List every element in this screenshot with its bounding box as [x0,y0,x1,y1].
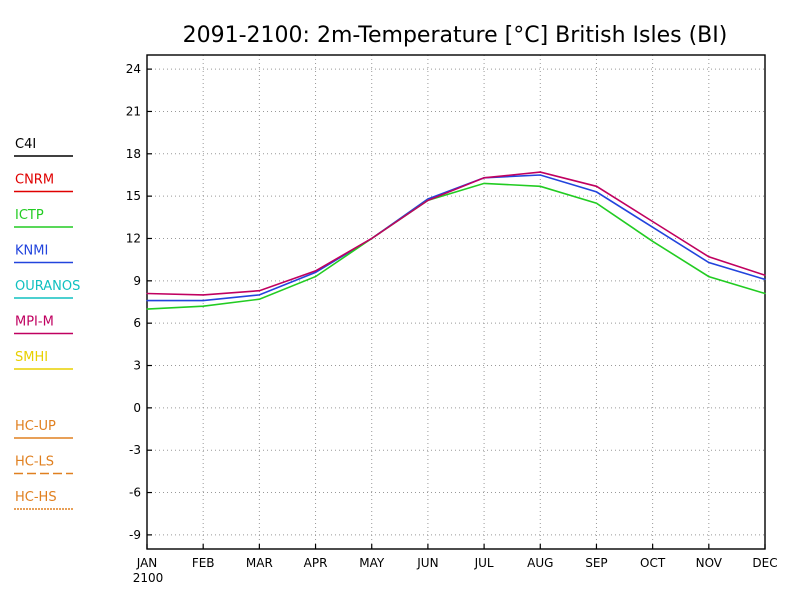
y-tick-label: 24 [126,62,141,76]
data-point [652,226,654,228]
data-point [371,237,373,240]
data-point [202,294,204,296]
data-point [146,292,148,295]
data-point [427,199,429,201]
data-point [708,261,710,264]
data-point [146,299,148,302]
data-point [708,275,710,278]
legend-label: MPI-M [15,315,54,330]
data-point [483,177,485,179]
x-axis-year-label: 2100 [133,571,164,585]
data-point [652,240,654,242]
chart-title: 2091-2100: 2m-Temperature [°C] British I… [183,23,728,48]
legend-label: SMHI [15,350,48,365]
y-tick-label: 9 [133,274,141,288]
x-tick-label: OCT [640,556,666,570]
y-tick-label: 15 [126,189,141,203]
legend-label: HC-HS [15,490,57,505]
data-point [314,270,317,272]
data-point [595,191,598,193]
data-point [652,220,654,223]
y-tick-label: 3 [133,359,141,373]
y-tick-label: 18 [126,147,141,161]
x-tick-label: NOV [696,556,723,570]
legend-label: CNRM [15,173,54,188]
data-point [314,271,317,273]
y-tick-label: -9 [129,528,141,542]
legend-label: HC-LS [15,455,54,470]
series-line-ictp [146,182,766,310]
data-point [539,174,541,176]
x-tick-label: JUN [416,556,438,570]
y-tick-label: 21 [126,104,141,118]
data-point [764,278,766,281]
data-point [708,256,710,258]
x-tick-label: MAY [359,556,385,570]
x-tick-label: MAR [246,556,273,570]
grid-lines [147,55,765,549]
x-axis: JAN FEB MAR APR MAY JUN JUL AUG SEP OCT NOV DEC [136,544,778,570]
data-point [258,298,260,300]
data-point [258,294,260,296]
legend-label: OURANOS [15,279,80,294]
legend-label: HC-UP [15,419,56,434]
data-point [539,185,541,187]
x-tick-label: JAN [136,556,158,570]
data-point [539,171,541,173]
data-point [202,299,204,302]
series-lines [146,171,766,310]
y-tick-label: -3 [129,443,141,457]
x-tick-label: APR [304,556,328,570]
y-tick-label: -6 [129,486,141,500]
x-tick-label: JUL [474,556,494,570]
data-point [202,305,204,307]
data-point [314,275,317,278]
data-point [764,292,766,295]
plot-frame [146,54,766,550]
y-tick-label: 12 [126,231,141,245]
legend-label: KNMI [15,244,48,259]
y-tick-label: 0 [133,401,141,415]
legend: C4I CNRM ICTP KNMI OURANOS MPI-M SMHI HC-UP HC-L… [14,137,80,510]
data-point [595,202,598,204]
data-point [258,290,260,292]
data-point [483,182,485,185]
series-line-knmi [147,174,766,302]
x-tick-label: FEB [192,556,215,570]
series-line-mpi-m [146,171,766,296]
y-tick-label: 6 [133,316,141,330]
y-axis: -9 -6 -3 0 3 6 9 12 15 18 21 24 [126,62,152,542]
data-point [595,185,598,187]
x-tick-label: SEP [585,556,607,570]
data-point [146,308,148,310]
data-point [764,274,766,276]
legend-label: C4I [15,137,36,152]
legend-label: ICTP [15,208,44,223]
x-tick-label: DEC [752,556,777,570]
data-point [427,198,429,200]
x-tick-label: AUG [527,556,553,570]
